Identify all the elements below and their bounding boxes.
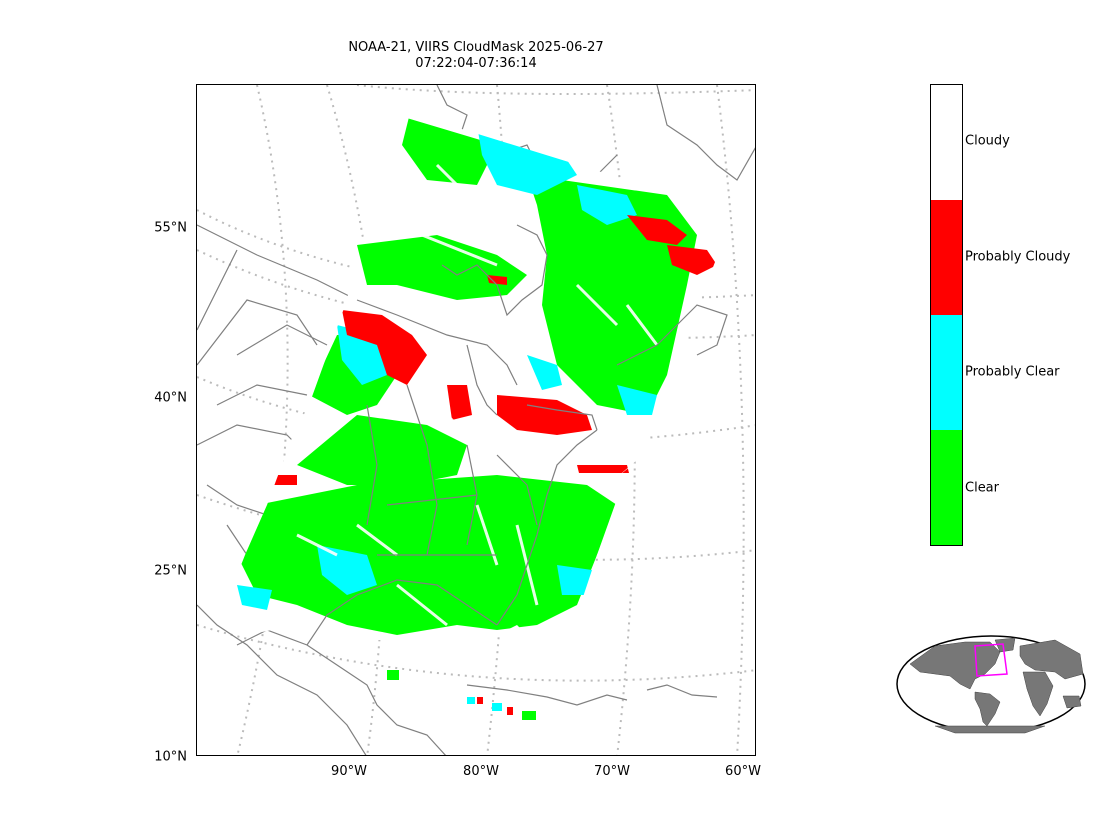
cloudmask-colorbar [930, 84, 963, 546]
probably-cloudy-regions [267, 215, 717, 485]
atlantic-coast [496, 429, 598, 626]
title-line-2: 07:22:04-07:36:14 [415, 56, 537, 71]
caribbean-swath-fragments [387, 670, 536, 720]
state-lines-west [197, 249, 328, 566]
great-lakes [441, 224, 598, 431]
map-panel [196, 84, 756, 756]
colorbar-segment-probably-clear [931, 315, 962, 430]
state-lines-east [366, 384, 538, 556]
globe-continents [909, 637, 1084, 734]
maritime-coast [616, 304, 728, 366]
inset-globe-map [896, 635, 1086, 734]
gulf-coast [306, 579, 498, 646]
lat-tick-40n: 40°N [154, 390, 187, 406]
graticule-lat-20 [197, 624, 755, 682]
antarctica [934, 725, 1046, 734]
africa [1022, 671, 1054, 717]
map-canvas [197, 85, 755, 755]
cloudy-streaks [296, 163, 659, 627]
colorbar-label-probably-clear: Probably Clear [965, 364, 1060, 380]
cuba [466, 684, 628, 706]
europe-asia [1019, 639, 1084, 680]
colorbar-segment-probably-cloudy [931, 200, 962, 315]
lon-tick-80w: 80°W [463, 764, 499, 779]
lon-tick-60w: 60°W [725, 764, 761, 779]
us-canada-border-west [197, 224, 358, 301]
colorbar-label-probably-cloudy: Probably Cloudy [965, 249, 1071, 265]
coastlines-east [306, 224, 728, 646]
lat-tick-10n: 10°N [154, 749, 187, 765]
graticule-lat-40 [197, 376, 755, 443]
australia [1062, 695, 1082, 709]
lon-tick-70w: 70°W [594, 764, 630, 779]
colorbar-segment-cloudy [931, 85, 962, 200]
colorbar-label-cloudy: Cloudy [965, 133, 1010, 149]
cloudmask-swath [219, 113, 727, 645]
map-title: NOAA-21, VIIRS CloudMask 2025-06-27 07:2… [196, 40, 756, 72]
hispaniola [646, 684, 718, 698]
lon-tick-90w: 90°W [331, 764, 367, 779]
lat-tick-25n: 25°N [154, 563, 187, 579]
graticule-lon-60 [716, 85, 745, 755]
greenland [994, 637, 1016, 653]
probably-clear-regions [237, 125, 657, 610]
labrador-coast [656, 85, 755, 181]
graticule-lat-30 [197, 494, 755, 561]
colorbar-label-clear: Clear [965, 480, 999, 496]
mexico-coast [236, 629, 446, 755]
pacific-coast [197, 604, 367, 755]
colorbar-segment-clear [931, 430, 962, 545]
swath-footprint-outline [974, 643, 1008, 677]
graticule-lat-65 [356, 85, 755, 95]
graticule-lon-left [236, 85, 289, 755]
title-line-1: NOAA-21, VIIRS CloudMask 2025-06-27 [348, 40, 604, 55]
us-canada-border [356, 299, 518, 386]
lat-tick-55n: 55°N [154, 220, 187, 236]
